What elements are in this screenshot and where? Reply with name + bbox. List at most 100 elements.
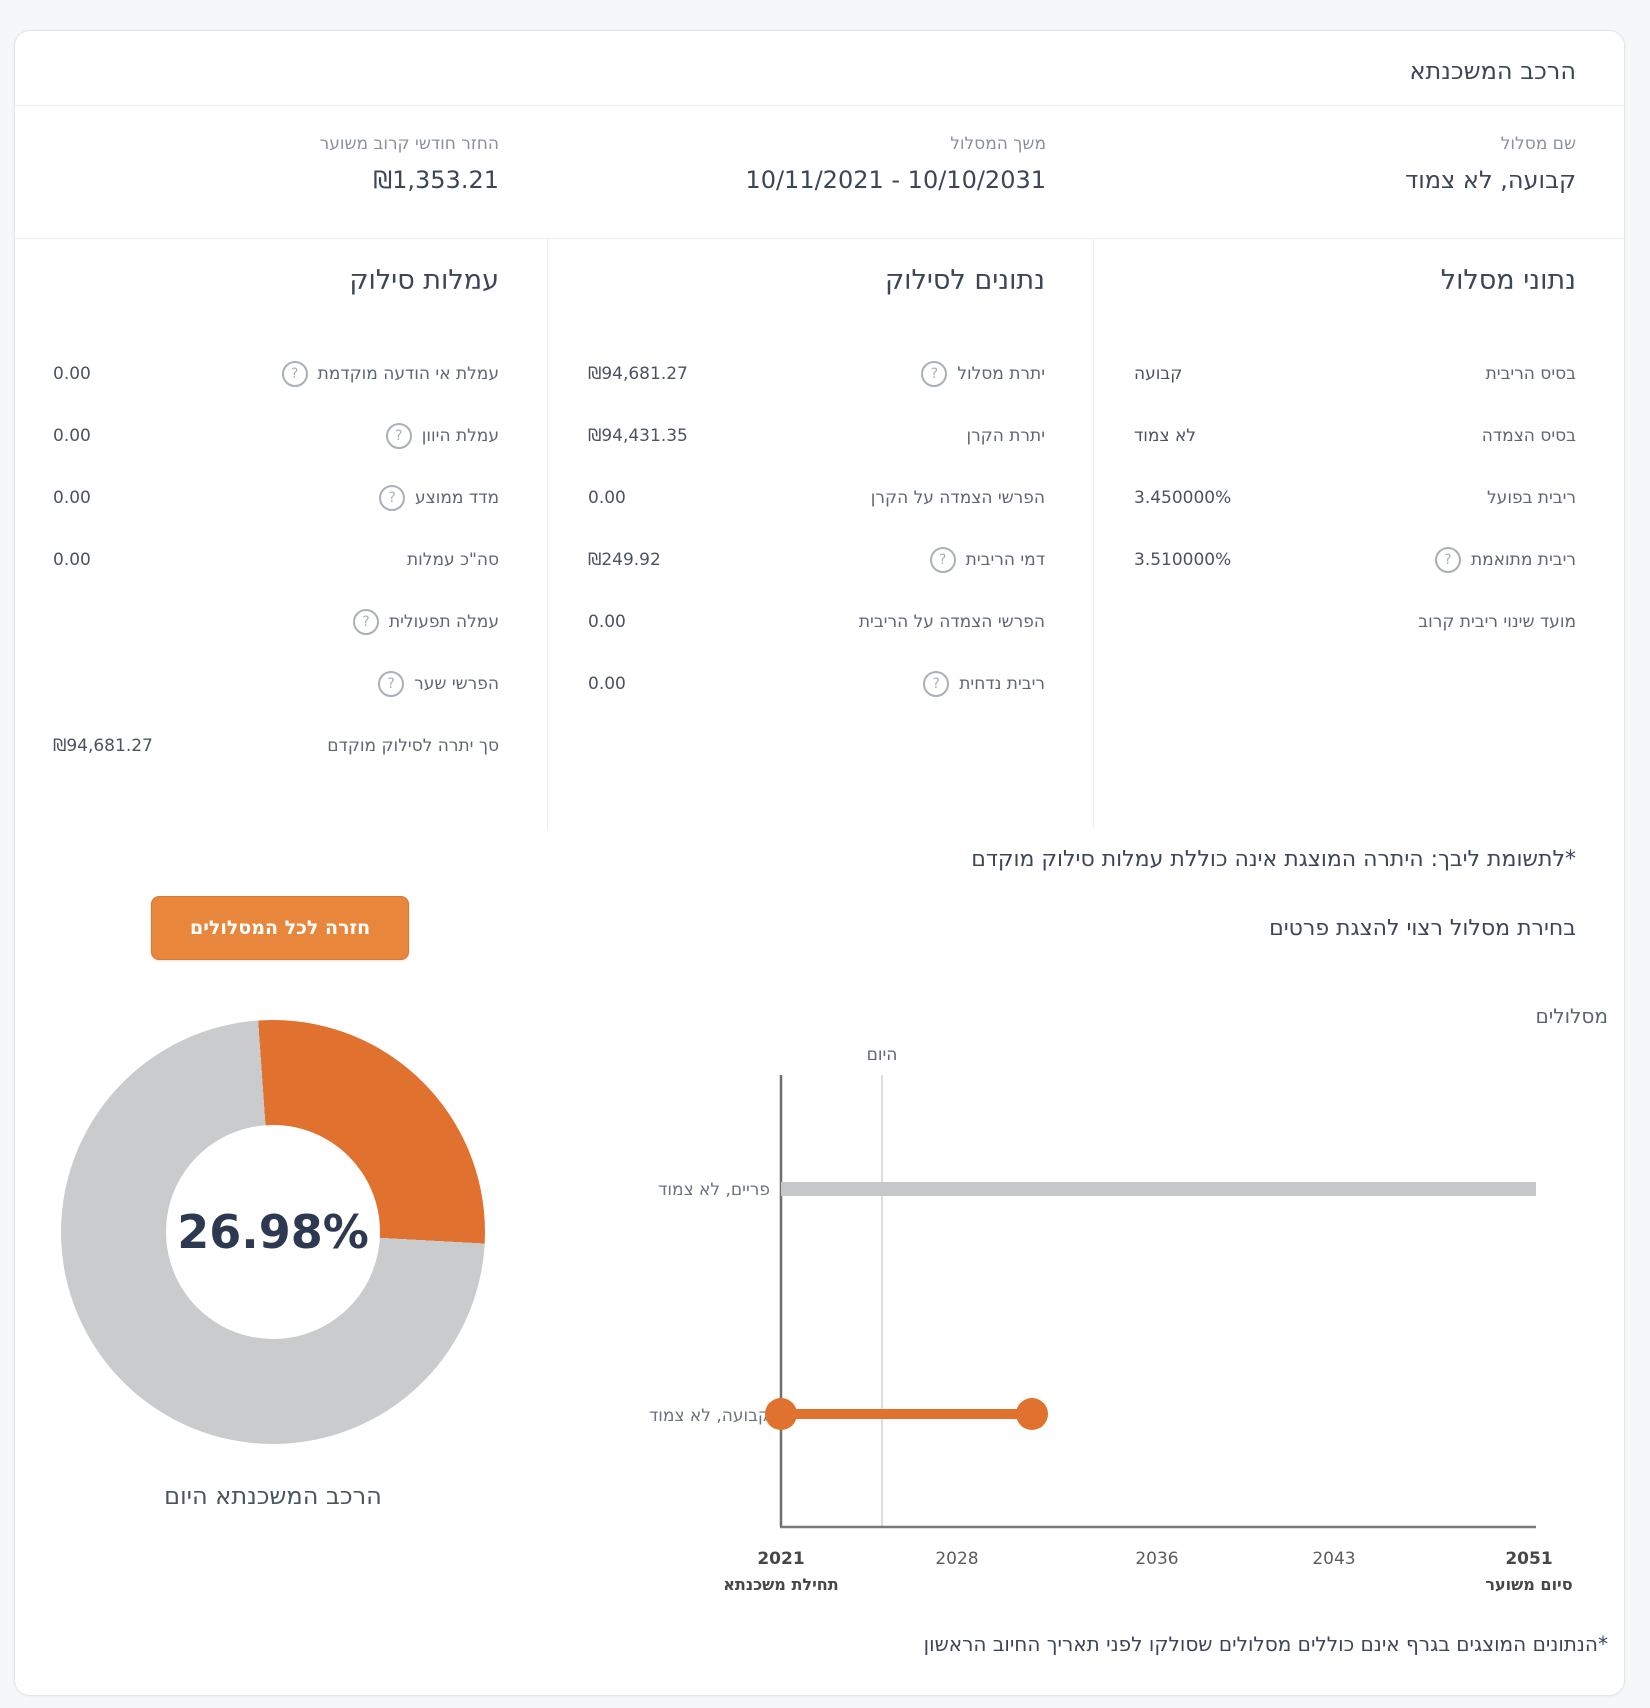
x-tick-2043: 2043 bbox=[1312, 1549, 1355, 1569]
summary-value: ₪1,353.21 bbox=[373, 166, 499, 194]
row-label: סך יתרה לסילוק מוקדם bbox=[327, 736, 499, 756]
table-row: יתרת מסלול ? ₪94,681.27 bbox=[588, 352, 1045, 396]
help-icon[interactable]: ? bbox=[385, 423, 412, 449]
summary-label: החזר חודשי קרוב משוער bbox=[319, 134, 499, 154]
x-tick-2028: 2028 bbox=[935, 1549, 978, 1569]
row-label: מדד ממוצע bbox=[415, 488, 499, 508]
row-label: מועד שינוי ריבית קרוב bbox=[1418, 612, 1576, 632]
row-label: דמי הריבית bbox=[965, 550, 1045, 570]
back-to-all-tracks-button[interactable]: חזרה לכל המסלולים bbox=[151, 896, 410, 960]
table-row: ריבית בפועל 3.450000% bbox=[1134, 476, 1576, 520]
help-icon[interactable]: ? bbox=[281, 361, 308, 387]
row-value: 0.00 bbox=[53, 364, 91, 384]
table-row: ריבית מתואמת ? 3.510000% bbox=[1134, 538, 1576, 582]
summary-value: קבועה, לא צמוד bbox=[1405, 166, 1576, 194]
x-tick-2051: 2051 bbox=[1505, 1549, 1552, 1569]
track-bar-prime[interactable] bbox=[781, 1182, 1536, 1196]
donut-caption: הרכב המשכנתא היום bbox=[164, 1482, 382, 1510]
summary-track-name: שם מסלול קבועה, לא צמוד bbox=[1094, 134, 1624, 194]
row-label: סה"כ עמלות bbox=[406, 550, 499, 570]
table-row: הפרשי הצמדה על הקרן 0.00 bbox=[588, 476, 1045, 520]
table-row: הפרשי הצמדה על הריבית 0.00 bbox=[588, 600, 1045, 644]
select-track-hint: בחירת מסלול רצוי להצגת פרטים bbox=[1269, 915, 1576, 941]
row-value: 0.00 bbox=[588, 612, 626, 632]
donut-percent-label: 26.98% bbox=[177, 1205, 369, 1259]
track-row-label: פריים, לא צמוד bbox=[658, 1180, 770, 1200]
table-row: מדד ממוצע ? 0.00 bbox=[53, 476, 499, 520]
page-title: הרכב המשכנתא bbox=[1409, 57, 1576, 85]
section-title: נתוני מסלול bbox=[1440, 265, 1576, 296]
select-track-row: בחירת מסלול רצוי להצגת פרטים חזרה לכל המ… bbox=[15, 896, 1624, 960]
table-row: עמלת היוון ? 0.00 bbox=[53, 414, 499, 458]
row-label: הפרשי הצמדה על הקרן bbox=[870, 488, 1045, 508]
track-bar-end-dot[interactable] bbox=[1016, 1398, 1048, 1430]
help-icon[interactable]: ? bbox=[929, 547, 956, 573]
table-row: עמלה תפעולית ? bbox=[53, 600, 499, 644]
summary-monthly-payment: החזר חודשי קרוב משוער ₪1,353.21 bbox=[15, 134, 547, 194]
row-label: ריבית בפועל bbox=[1487, 488, 1576, 508]
row-value: ₪94,681.27 bbox=[53, 736, 153, 756]
tracks-chart-title: מסלולים bbox=[1535, 1004, 1609, 1028]
row-value: ₪249.92 bbox=[588, 550, 661, 570]
row-label: יתרת מסלול bbox=[957, 364, 1045, 384]
balance-note: *לתשומת ליבך: היתרה המוצגת אינה כוללת עמ… bbox=[971, 847, 1576, 872]
table-row: ריבית נדחית ? 0.00 bbox=[588, 662, 1045, 706]
summary-label: משך המסלול bbox=[950, 134, 1046, 154]
mortgage-composition-card: הרכב המשכנתא שם מסלול קבועה, לא צמוד משך… bbox=[14, 30, 1625, 1696]
column-track-data: נתוני מסלול בסיס הריבית קבועה בסיס הצמדה… bbox=[1094, 239, 1624, 829]
row-value: לא צמוד bbox=[1134, 426, 1196, 446]
track-bar-start-dot[interactable] bbox=[765, 1398, 797, 1430]
row-label: ריבית נדחית bbox=[959, 674, 1045, 694]
row-label: עמלת אי הודעה מוקדמת bbox=[317, 364, 499, 384]
table-row: מועד שינוי ריבית קרוב bbox=[1134, 600, 1576, 644]
row-value: 0.00 bbox=[588, 488, 626, 508]
mortgage-composition-donut-chart: 26.98% bbox=[61, 1020, 485, 1444]
track-row-label: קבועה, לא צמוד bbox=[649, 1406, 770, 1426]
x-tick-2036: 2036 bbox=[1135, 1549, 1178, 1569]
row-label: בסיס הריבית bbox=[1485, 364, 1576, 384]
row-value: 0.00 bbox=[53, 426, 91, 446]
row-value: 0.00 bbox=[53, 488, 91, 508]
card-header: הרכב המשכנתא bbox=[15, 31, 1624, 106]
section-title: נתונים לסילוק bbox=[884, 265, 1045, 296]
charts-area: מסלולים 26.98% הרכב המשכנתא היום היום פר… bbox=[15, 990, 1624, 1602]
tracks-timeline-chart: היום פריים, לא צמוד קבועה, לא צמוד 2021 … bbox=[649, 1045, 1573, 1594]
donut-hole: 26.98% bbox=[166, 1125, 380, 1339]
help-icon[interactable]: ? bbox=[379, 485, 406, 511]
help-icon[interactable]: ? bbox=[378, 671, 405, 697]
help-icon[interactable]: ? bbox=[1434, 547, 1461, 573]
column-settlement-fees: עמלות סילוק עמלת אי הודעה מוקדמת ? 0.00 … bbox=[15, 239, 547, 829]
summary-duration: משך המסלול 10/11/2021 - 10/10/2031 bbox=[547, 134, 1094, 194]
row-value: 3.510000% bbox=[1134, 550, 1232, 570]
summary-label: שם מסלול bbox=[1500, 134, 1576, 154]
axis-end-label: סיום משוער bbox=[1485, 1575, 1572, 1594]
table-row: דמי הריבית ? ₪249.92 bbox=[588, 538, 1045, 582]
help-icon[interactable]: ? bbox=[352, 609, 379, 635]
row-value: קבועה bbox=[1134, 364, 1183, 384]
table-row: יתרת הקרן ₪94,431.35 bbox=[588, 414, 1045, 458]
row-label: ריבית מתואמת bbox=[1470, 550, 1576, 570]
table-row: הפרשי שער ? bbox=[53, 662, 499, 706]
chart-footnote: *הנתונים המוצגים בגרף אינם כוללים מסלולי… bbox=[923, 1632, 1608, 1656]
column-settlement-data: נתונים לסילוק יתרת מסלול ? ₪94,681.27 ית… bbox=[547, 239, 1094, 829]
axis-start-label: תחילת משכנתא bbox=[723, 1575, 838, 1594]
row-value: 3.450000% bbox=[1134, 488, 1232, 508]
table-row: בסיס הריבית קבועה bbox=[1134, 352, 1576, 396]
row-label: יתרת הקרן bbox=[966, 426, 1045, 446]
summary-value: 10/11/2021 - 10/10/2031 bbox=[745, 166, 1046, 194]
section-title: עמלות סילוק bbox=[349, 265, 499, 296]
row-value: 0.00 bbox=[53, 550, 91, 570]
row-label: עמלה תפעולית bbox=[388, 612, 499, 632]
row-label: עמלת היוון bbox=[421, 426, 499, 446]
row-label: הפרשי שער bbox=[414, 674, 499, 694]
help-icon[interactable]: ? bbox=[923, 671, 950, 697]
help-icon[interactable]: ? bbox=[921, 361, 948, 387]
table-row: עמלת אי הודעה מוקדמת ? 0.00 bbox=[53, 352, 499, 396]
row-value: ₪94,431.35 bbox=[588, 426, 688, 446]
table-row: בסיס הצמדה לא צמוד bbox=[1134, 414, 1576, 458]
table-row: סך יתרה לסילוק מוקדם ₪94,681.27 bbox=[53, 724, 499, 768]
row-value: 0.00 bbox=[588, 674, 626, 694]
row-value: ₪94,681.27 bbox=[588, 364, 688, 384]
track-details: נתוני מסלול בסיס הריבית קבועה בסיס הצמדה… bbox=[15, 239, 1624, 829]
row-label: הפרשי הצמדה על הריבית bbox=[858, 612, 1045, 632]
